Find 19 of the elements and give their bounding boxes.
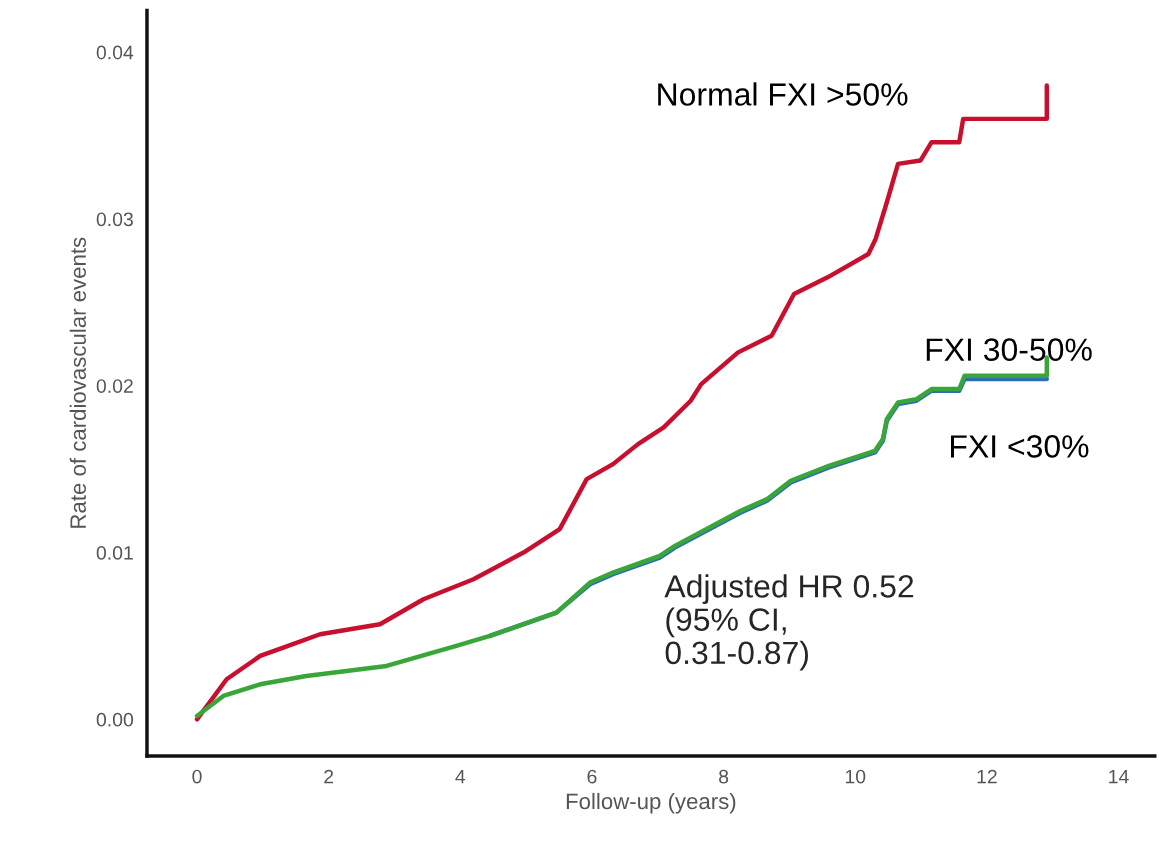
x-tick-label: 4: [455, 769, 466, 784]
x-tick-label: 0: [192, 769, 202, 784]
y-tick-label: 0.02: [96, 379, 133, 393]
series-label: Normal FXI >50%: [658, 82, 908, 106]
x-tick-label: 12: [977, 769, 997, 784]
y-tick-label: 0.04: [96, 45, 134, 60]
x-tick-label: 10: [845, 769, 866, 784]
y-axis-title: Rate of cardiovascular events: [69, 237, 86, 528]
x-tick-label: 2: [324, 769, 334, 784]
x-tick-label: 14: [1109, 769, 1129, 784]
x-tick-label: 6: [587, 769, 597, 784]
series-label: FXI <30%: [951, 435, 1089, 458]
annotation: Adjusted HR 0.52 (95% CI, 0.31-0.87): [664, 574, 914, 671]
x-tick-label: 8: [719, 769, 729, 784]
series-label: FXI 30-50%: [926, 338, 1092, 361]
y-tick-label: 0.00: [96, 712, 134, 727]
y-tick-label: 0.03: [96, 212, 133, 227]
y-tick-label: 0.01: [96, 546, 133, 560]
x-axis-title: Follow-up (years): [566, 792, 736, 814]
